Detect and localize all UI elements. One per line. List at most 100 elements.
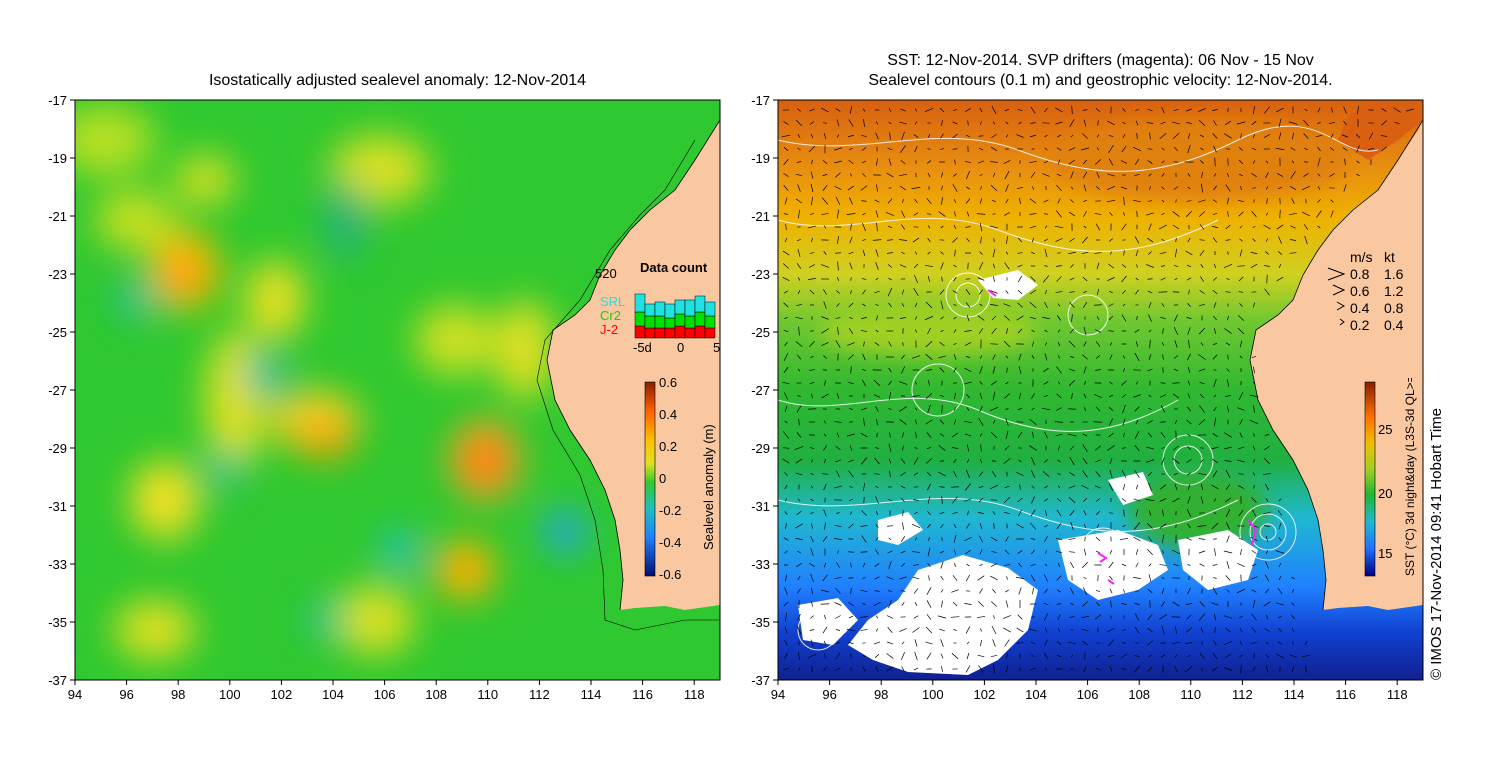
lon-tick-label: 116 xyxy=(632,687,653,702)
lat-tick-label: -25 xyxy=(751,325,770,340)
lon-tick-label: 100 xyxy=(922,687,944,702)
data-count-srl-label: SRL xyxy=(600,294,625,309)
lat-tick-label: -35 xyxy=(751,615,770,630)
data-count-bar xyxy=(644,327,656,339)
lon-tick-label: 104 xyxy=(322,687,344,702)
lat-tick-label: -31 xyxy=(48,499,67,514)
lon-tick-label: 106 xyxy=(1077,687,1099,702)
lat-tick-label: -29 xyxy=(751,441,770,456)
lon-tick-label: 118 xyxy=(684,687,705,702)
lon-tick-label: 94 xyxy=(771,687,785,702)
data-count-bar xyxy=(694,311,706,327)
data-count-bar xyxy=(664,327,676,339)
lon-tick-label: 118 xyxy=(1387,687,1408,702)
sla-colorbar: 0.6 0.4 0.2 0 -0.2 -0.4 -0.6 Sealevel an… xyxy=(644,378,716,582)
data-count-bar xyxy=(704,327,716,339)
data-count-bar xyxy=(664,317,676,329)
lon-tick-label: 98 xyxy=(171,687,185,702)
lat-tick-label: -17 xyxy=(751,93,770,108)
velocity-arrow xyxy=(991,460,997,462)
data-count-bar xyxy=(704,301,716,317)
lat-tick-label: -19 xyxy=(751,151,770,166)
velocity-header-ms: m/s xyxy=(1350,249,1373,265)
data-count-bar xyxy=(634,311,646,327)
velocity-row1-ms: 0.8 xyxy=(1350,266,1370,282)
data-count-title: Data count xyxy=(640,260,708,275)
data-count-bar xyxy=(684,299,696,317)
data-count-bar xyxy=(674,313,686,327)
data-count-bar xyxy=(684,315,696,329)
velocity-row2-kt: 1.2 xyxy=(1384,283,1404,299)
lon-tick-label: 114 xyxy=(1284,687,1305,702)
lat-tick-label: -37 xyxy=(48,673,67,688)
data-count-bar xyxy=(644,315,656,329)
lat-tick-label: -17 xyxy=(48,93,67,108)
lat-tick-label: -23 xyxy=(751,267,770,282)
velocity-header-kt: kt xyxy=(1384,249,1395,265)
data-count-bar xyxy=(634,325,646,339)
velocity-row3-kt: 0.8 xyxy=(1384,300,1404,316)
lon-tick-label: 102 xyxy=(974,687,996,702)
sealevel-anomaly-map: 520 Data count SRL Cr2 J-2 -5d 0 5 0.6 0… xyxy=(75,100,720,680)
lon-tick-label: 114 xyxy=(581,687,602,702)
right-map-title-line2: Sealevel contours (0.1 m) and geostrophi… xyxy=(868,72,1333,89)
lat-tick-label: -31 xyxy=(751,499,770,514)
sla-tick-minus0.2: -0.2 xyxy=(659,503,681,518)
data-count-bar xyxy=(704,315,716,329)
lon-tick-label: 112 xyxy=(1232,687,1253,702)
data-count-max: 520 xyxy=(595,266,617,281)
data-count-bar xyxy=(654,327,666,339)
lat-tick-label: -33 xyxy=(751,557,770,572)
lon-tick-label: 112 xyxy=(529,687,550,702)
lon-tick-label: 106 xyxy=(374,687,396,702)
lat-tick-label: -21 xyxy=(48,209,67,224)
data-count-bar xyxy=(644,303,656,317)
lat-tick-label: -21 xyxy=(751,209,770,224)
left-map-title: Isostatically adjusted sealevel anomaly:… xyxy=(208,72,587,89)
data-count-inset: 520 Data count SRL Cr2 J-2 -5d 0 5 xyxy=(595,260,720,355)
data-count-bar xyxy=(674,299,686,315)
data-count-j2-label: J-2 xyxy=(600,322,618,337)
lon-tick-label: 104 xyxy=(1025,687,1047,702)
sla-tick-minus0.4: -0.4 xyxy=(659,535,681,550)
velocity-legend: m/s kt 0.8 1.6 0.6 1.2 0.4 0.8 0.2 0.4 xyxy=(1327,249,1404,333)
sla-tick-0: 0 xyxy=(659,471,666,486)
data-count-tick-5: 5 xyxy=(713,340,720,355)
lon-tick-label: 110 xyxy=(1180,687,1201,702)
sst-colorbar: 25 20 15 SST (°C) 3d night&day (L3S-3d Q… xyxy=(1364,378,1417,577)
velocity-row4-ms: 0.2 xyxy=(1350,317,1370,333)
velocity-arrow xyxy=(1227,354,1229,360)
data-count-bar xyxy=(674,325,686,339)
sla-tick-0.4: 0.4 xyxy=(659,407,677,422)
velocity-row2-ms: 0.6 xyxy=(1350,283,1370,299)
lon-tick-label: 96 xyxy=(822,687,836,702)
data-count-bar xyxy=(634,293,646,313)
lon-tick-label: 110 xyxy=(477,687,498,702)
data-count-bar xyxy=(654,301,666,317)
data-count-bar xyxy=(664,303,676,319)
right-map-title-line1: SST: 12-Nov-2014. SVP drifters (magenta)… xyxy=(887,52,1314,69)
data-count-tick-0: 0 xyxy=(677,340,684,355)
lon-tick-label: 116 xyxy=(1335,687,1356,702)
lat-tick-label: -25 xyxy=(48,325,67,340)
lon-tick-label: 94 xyxy=(68,687,82,702)
velocity-row1-kt: 1.6 xyxy=(1384,266,1404,282)
sst-map: m/s kt 0.8 1.6 0.6 1.2 0.4 0.8 0.2 0.4 xyxy=(778,100,1423,680)
data-count-bar xyxy=(684,327,696,339)
lat-tick-label: -29 xyxy=(48,441,67,456)
data-count-bar xyxy=(694,325,706,339)
data-count-cr2-label: Cr2 xyxy=(600,308,621,323)
lon-tick-label: 98 xyxy=(874,687,888,702)
lat-tick-label: -35 xyxy=(48,615,67,630)
lat-tick-label: -27 xyxy=(751,383,770,398)
sst-tick-25: 25 xyxy=(1378,422,1392,437)
lat-tick-label: -27 xyxy=(48,383,67,398)
velocity-row4-kt: 0.4 xyxy=(1384,317,1404,333)
lon-tick-label: 108 xyxy=(1128,687,1150,702)
lat-tick-label: -19 xyxy=(48,151,67,166)
sla-tick-minus0.6: -0.6 xyxy=(659,567,681,582)
data-count-bar xyxy=(694,295,706,313)
velocity-row3-ms: 0.4 xyxy=(1350,300,1370,316)
lat-tick-label: -33 xyxy=(48,557,67,572)
sst-tick-15: 15 xyxy=(1378,546,1392,561)
